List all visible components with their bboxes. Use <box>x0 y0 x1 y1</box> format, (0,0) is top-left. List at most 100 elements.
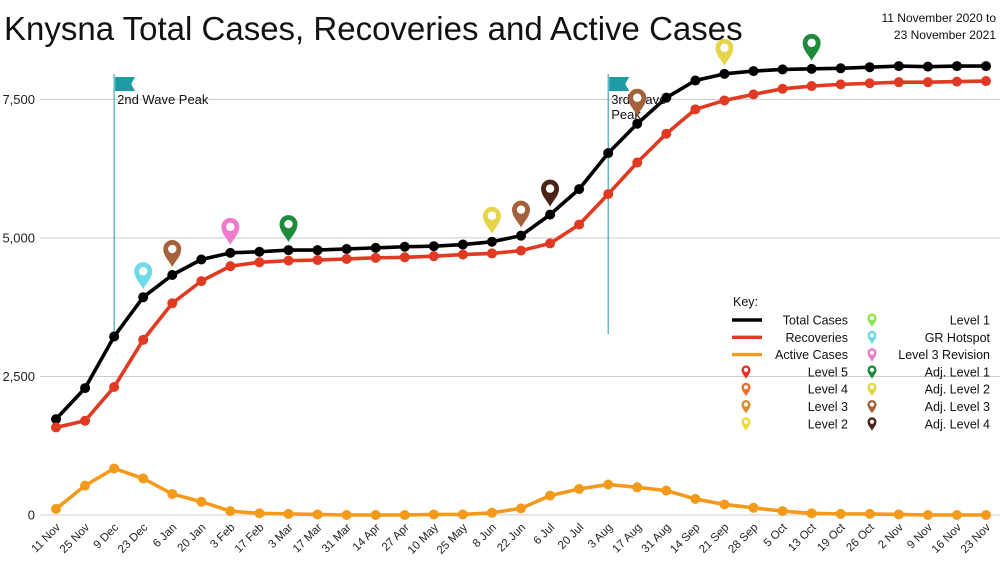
series-0-point-0 <box>51 414 61 425</box>
wave-peak-label-1-1: Peak <box>611 107 641 122</box>
level-marker-pin-icon-5 <box>512 200 530 228</box>
series-2-point-2 <box>109 463 120 474</box>
x-tick-label-21: 31 Aug <box>640 522 674 556</box>
series-1-point-5 <box>196 276 207 287</box>
y-tick-label-0: 0 <box>28 508 35 523</box>
legend-label-0: Total Cases <box>783 314 848 328</box>
series-1-point-26 <box>806 81 817 92</box>
series-2-point-20 <box>632 482 643 493</box>
level-marker-pin-icon-6 <box>541 179 560 207</box>
level-marker-pin-icon-4-body <box>482 206 501 234</box>
legend-right-pin-icon-4-body <box>867 382 877 397</box>
series-0-point-8 <box>283 245 294 256</box>
y-tick-label-1: 2,500 <box>2 369 35 384</box>
legend-label-2: Active Cases <box>775 348 848 362</box>
legend-pin-label-1: Level 4 <box>808 383 848 397</box>
series-1-point-10 <box>341 253 352 264</box>
series-1-point-29 <box>893 77 904 88</box>
series-0-point-32 <box>981 61 991 72</box>
level-marker-pin-icon-4 <box>482 206 501 234</box>
series-0-point-2 <box>109 331 120 342</box>
legend-right-pin-icon-4-hole <box>869 385 875 390</box>
y-tick-label-3: 7,500 <box>2 92 35 107</box>
x-tick-label-24: 28 Sep <box>726 522 760 556</box>
chart-subtitle-line-1: 11 November 2020 to <box>881 11 996 25</box>
series-1-point-14 <box>457 249 468 260</box>
series-2-point-27 <box>835 508 846 519</box>
series-1-point-23 <box>719 95 730 106</box>
wave-peak-flag-icon-0 <box>115 77 136 91</box>
series-0-point-5 <box>196 254 207 265</box>
legend-pin-icon-1-hole <box>743 385 749 390</box>
x-tick-label-27: 19 Oct <box>815 521 848 554</box>
x-tick-label-5: 20 Jan <box>176 522 209 555</box>
legend-right-pin-label-3: Adj. Level 1 <box>925 365 990 379</box>
legend-right-pin-icon-1 <box>867 330 877 345</box>
series-2-point-23 <box>719 499 730 510</box>
x-tick-label-11: 14 Apr <box>351 522 383 554</box>
legend-right-pin-icon-5-hole <box>869 402 875 407</box>
series-0-point-11 <box>370 242 381 253</box>
series-1-point-0 <box>51 422 61 433</box>
series-2-point-18 <box>574 483 585 494</box>
legend-pin-icon-0-hole <box>743 367 749 372</box>
series-1-point-31 <box>951 76 962 87</box>
series-1-point-21 <box>661 128 672 139</box>
legend-pin-label-2: Level 3 <box>808 400 848 414</box>
level-marker-pin-icon-8-hole <box>720 43 729 53</box>
series-2-point-15 <box>486 507 497 518</box>
series-1-point-6 <box>225 261 236 272</box>
series-2-point-13 <box>428 509 439 520</box>
legend-title: Key: <box>733 295 758 309</box>
series-2-point-14 <box>457 509 468 520</box>
level-marker-pin-icon-8 <box>715 38 734 66</box>
level-marker-pin-icon-2-body <box>221 217 240 245</box>
legend-pin-icon-0-body <box>741 365 751 379</box>
level-marker-pin-icon-7-hole <box>633 93 642 102</box>
level-marker-pin-icon-3-hole <box>284 219 293 229</box>
series-2-point-3 <box>138 473 149 484</box>
legend-right-pin-label-5: Adj. Level 3 <box>925 400 990 414</box>
x-tick-label-26: 13 Oct <box>786 521 819 554</box>
chart-subtitle-line-2: 23 November 2021 <box>894 28 996 42</box>
legend-pin-icon-2 <box>741 400 751 414</box>
series-2-point-4 <box>167 488 178 499</box>
level-marker-pin-icon-8-body <box>715 38 734 66</box>
series-2-point-7 <box>254 508 265 519</box>
level-marker-pin-icon-2-hole <box>226 222 235 232</box>
legend-right-pin-icon-5-body <box>867 400 877 414</box>
x-tick-label-22: 14 Sep <box>668 522 702 556</box>
legend-right-pin-icon-6-hole <box>869 419 875 424</box>
series-0-point-29 <box>893 61 904 72</box>
legend-right-pin-label-0: Level 1 <box>950 314 990 328</box>
series-0-point-31 <box>951 61 962 72</box>
series-1-point-8 <box>283 255 294 266</box>
level-marker-pin-icon-6-hole <box>545 184 555 193</box>
series-0-point-16 <box>516 230 526 241</box>
legend-right-pin-icon-3 <box>867 365 877 379</box>
x-tick-label-13: 10 May <box>406 521 441 556</box>
legend-right-pin-label-6: Adj. Level 4 <box>925 417 990 431</box>
legend-right-pin-icon-1-hole <box>869 333 875 338</box>
series-2-point-31 <box>951 510 962 520</box>
series-1-point-15 <box>486 248 497 259</box>
x-tick-label-18: 20 Jul <box>556 522 586 552</box>
wave-peak-label-0-0: 2nd Wave Peak <box>117 92 209 107</box>
legend-pin-label-0: Level 5 <box>808 365 848 379</box>
series-0-point-28 <box>864 62 875 73</box>
series-1-point-3 <box>138 334 149 345</box>
legend-right-pin-icon-0-body <box>867 313 877 327</box>
series-2-point-21 <box>661 485 672 496</box>
level-marker-pin-icon-9-body <box>802 33 821 61</box>
legend-right-pin-label-2: Level 3 Revision <box>898 348 990 362</box>
level-marker-pin-icon-1 <box>163 240 182 268</box>
series-1-point-28 <box>864 78 875 89</box>
legend-right-pin-icon-5 <box>867 400 877 414</box>
legend-right-pin-icon-2-body <box>867 348 877 362</box>
series-1-point-25 <box>777 83 788 94</box>
x-tick-label-31: 16 Nov <box>930 521 964 555</box>
x-tick-label-20: 17 Aug <box>611 522 645 556</box>
series-1-point-2 <box>109 381 120 392</box>
legend-right-pin-icon-2-hole <box>869 350 875 355</box>
chart-title: Knysna Total Cases, Recoveries and Activ… <box>4 10 743 47</box>
